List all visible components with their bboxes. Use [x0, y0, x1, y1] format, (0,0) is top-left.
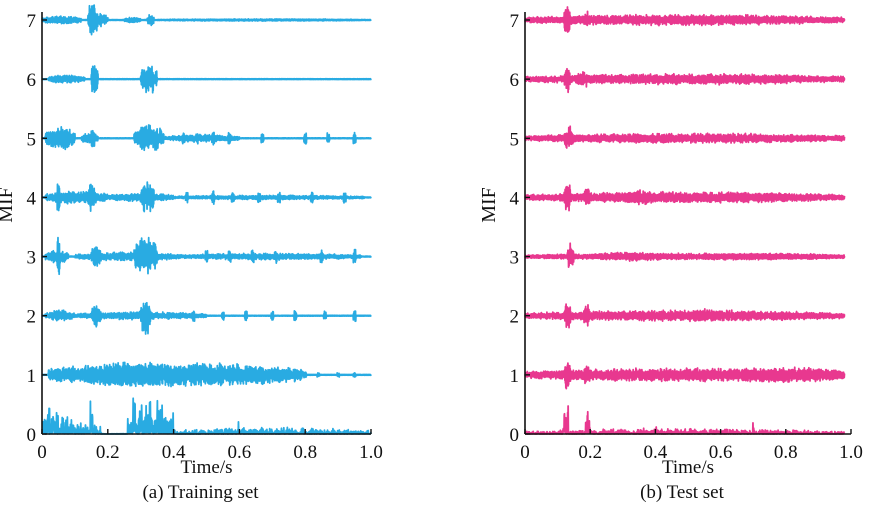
y-axis-title: MIF — [0, 187, 17, 223]
y-tick-label: 1 — [27, 366, 37, 387]
y-tick-label: 6 — [510, 70, 520, 91]
series-line-imf-1 — [41, 361, 372, 388]
x-tick-label: 0.2 — [96, 442, 120, 463]
series-line-imf-6 — [524, 67, 846, 94]
x-tick-label: 0.8 — [774, 442, 798, 463]
series-line-imf-4 — [524, 184, 846, 212]
y-tick-label: 5 — [510, 129, 520, 150]
series-line-imf-5 — [41, 124, 372, 152]
y-tick-label: 4 — [27, 188, 37, 209]
series-line-imf-6 — [41, 65, 372, 94]
y-axis-title: MIF — [478, 187, 500, 223]
y-tick-label: 2 — [510, 307, 520, 328]
x-tick-label: 0.4 — [162, 442, 186, 463]
y-tick-label: 0 — [510, 425, 520, 446]
y-tick-label: 3 — [27, 248, 37, 269]
panel-caption: (a) Training set — [142, 482, 259, 503]
x-axis-title: Time/s — [662, 457, 714, 478]
y-tick-label: 1 — [510, 366, 520, 387]
y-tick-label: 4 — [510, 188, 520, 209]
series-line-mif-0 — [41, 397, 372, 435]
series-line-imf-3 — [524, 242, 846, 269]
x-tick-label: 0.8 — [293, 442, 317, 463]
series-line-imf-7 — [524, 6, 846, 33]
series-line-imf-7 — [41, 4, 372, 36]
series-line-imf-5 — [524, 125, 846, 149]
x-tick-label: 1.0 — [839, 442, 863, 463]
x-tick-label: 0.6 — [228, 442, 252, 463]
x-tick-label: 0 — [520, 442, 530, 463]
x-tick-label: 0.6 — [709, 442, 733, 463]
y-tick-label: 7 — [27, 11, 37, 32]
panel-training-set: 0 1 2 3 4 5 6 7 0 0.2 0.4 0.6 0.8 1.0 MIF Time/s (a) Tra… — [0, 4, 383, 503]
x-tick-label: 0.4 — [644, 442, 668, 463]
y-tick-label: 3 — [510, 248, 520, 269]
x-axis-title: Time/s — [180, 457, 232, 478]
series-line-imf-4 — [41, 181, 372, 213]
y-tick-label: 5 — [27, 129, 37, 150]
y-tick-label: 7 — [510, 11, 520, 32]
x-tick-label: 0 — [37, 442, 47, 463]
series-line-mif-0 — [524, 405, 846, 435]
y-tick-label: 2 — [27, 307, 37, 328]
series-line-imf-3 — [41, 236, 372, 276]
panel-caption: (b) Test set — [640, 482, 725, 503]
y-tick-label: 6 — [27, 70, 37, 91]
x-tick-label: 1.0 — [359, 442, 383, 463]
x-tick-label: 0.2 — [578, 442, 602, 463]
series-line-imf-1 — [524, 362, 846, 390]
panel-test-set: 0 1 2 3 4 5 6 7 0 0.2 0.4 0.6 0.8 1.0 MIF Time/s (b) Tes… — [478, 6, 863, 503]
y-tick-label: 0 — [27, 425, 37, 446]
series-line-imf-2 — [524, 303, 846, 329]
series-line-imf-2 — [41, 301, 372, 335]
